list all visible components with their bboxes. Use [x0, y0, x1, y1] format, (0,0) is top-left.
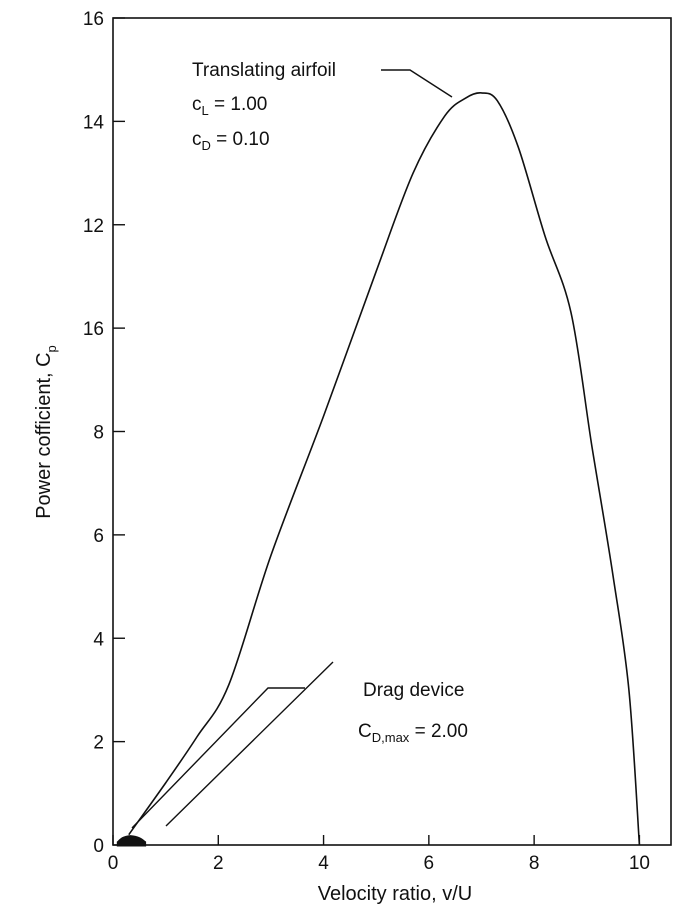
airfoil-cl-annotation: cL = 1.00: [192, 94, 267, 118]
x-tick-label: 6: [424, 853, 435, 874]
tick-labels: 0 2 4 6 8 10 0 2 4 6 8 16 12 14 16: [83, 9, 650, 874]
airfoil-cd-annotation: cD = 0.10: [192, 129, 270, 153]
x-tick-label: 4: [318, 853, 329, 874]
drag-cd-annotation: CD,max = 2.00: [358, 721, 468, 745]
x-tick-label: 0: [108, 853, 119, 874]
y-tick-label: 0: [93, 836, 104, 857]
y-axis-title: Power cofficient, Cp: [33, 345, 59, 519]
y-tick-label: 14: [83, 112, 105, 133]
airfoil-leader-line: [381, 69, 453, 98]
ticks: [112, 17, 641, 846]
y-tick-label: 16: [83, 319, 104, 340]
y-tick-label: 6: [93, 526, 104, 547]
x-tick-label: 10: [629, 853, 650, 874]
x-tick-label: 2: [213, 853, 224, 874]
y-tick-label: 2: [93, 733, 104, 754]
drag-device-curve: [116, 835, 147, 847]
y-tick-label: 12: [83, 216, 104, 237]
x-axis-title: Velocity ratio, v/U: [318, 883, 473, 905]
drag-annotation-title: Drag device: [363, 680, 464, 701]
translating-airfoil-line: [128, 92, 641, 846]
y-tick-label: 8: [93, 423, 104, 444]
airfoil-annotation-title: Translating airfoil: [192, 60, 336, 81]
y-tick-label: 4: [93, 629, 104, 650]
x-tick-label: 8: [529, 853, 540, 874]
y-tick-label: 16: [83, 9, 104, 30]
drag-leader-line-lower: [165, 661, 334, 827]
drag-leader-line-upper: [131, 687, 305, 829]
